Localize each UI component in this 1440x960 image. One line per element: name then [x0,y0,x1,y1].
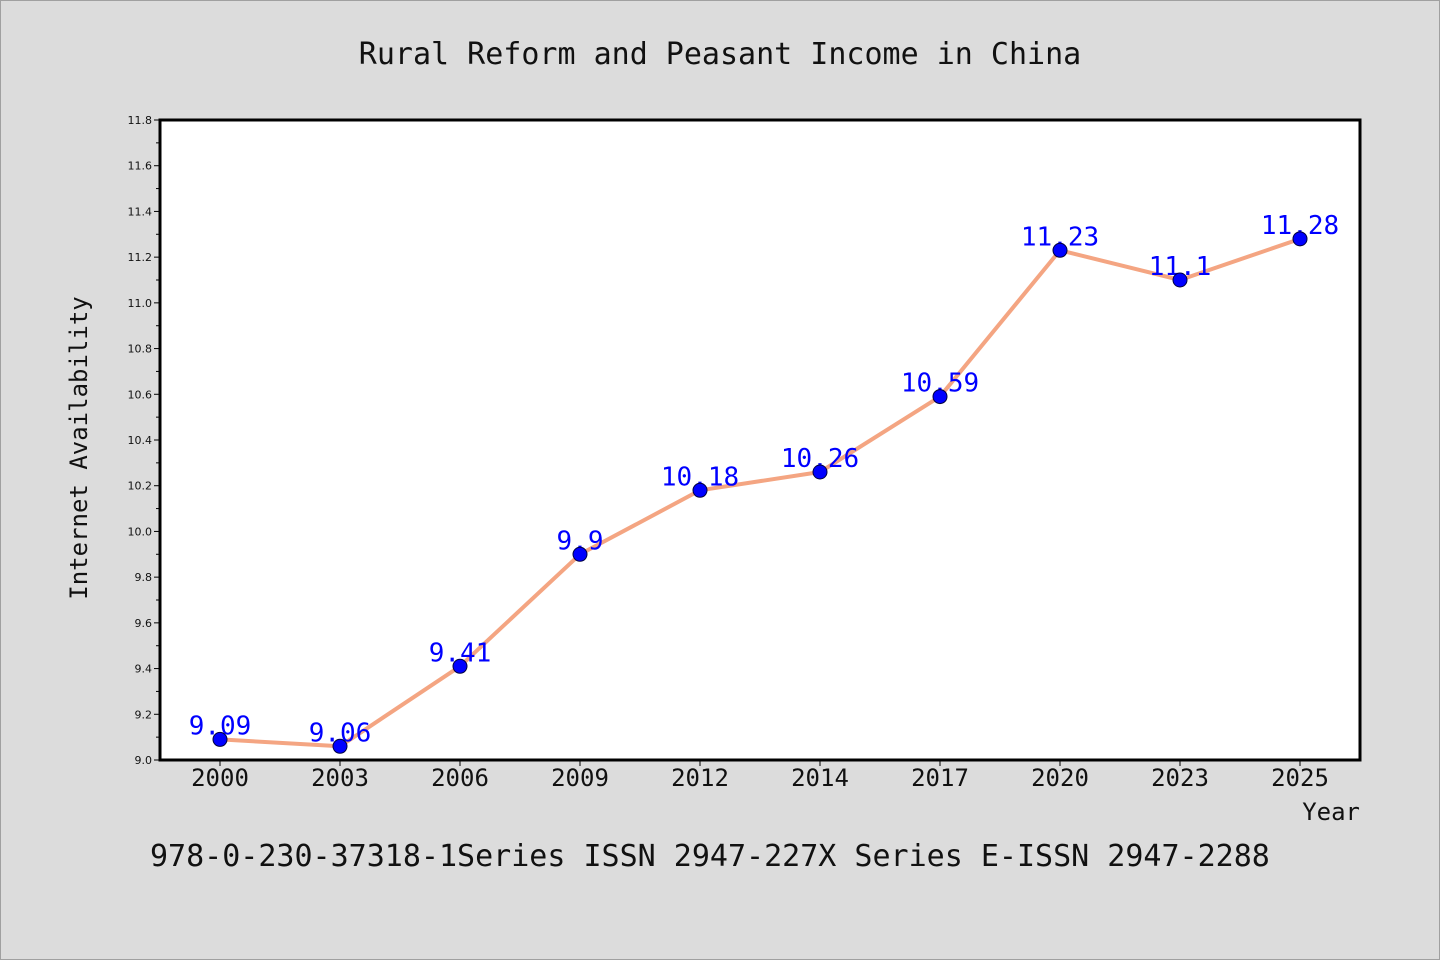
data-point-marker [332,738,348,754]
y-tick-label: 10.6 [128,388,153,401]
data-point-marker [212,731,228,747]
series-line [218,236,1302,749]
footer-isbn-issn: 978-0-230-37318-1Series ISSN 2947-227X S… [150,839,1270,874]
x-axis: 2000 2003 2006 2009 2012 2014 2017 2020 2023 2025 [191,760,1329,792]
y-tick-label: 10.2 [128,480,153,493]
x-tick-label: 2017 [911,764,969,792]
y-tick-label: 9.6 [135,617,153,630]
y-axis: 9.0 9.2 9.4 9.6 9.8 10.0 10.2 10.4 10.6 10.8 11.0 1… [128,114,160,767]
data-point-marker [452,658,468,674]
y-tick-label: 10.0 [128,525,153,538]
series-layer: 9.09 9.069.419.910.1810.2610.5911.2311.11… [189,211,1339,754]
x-tick-label: 2020 [1031,764,1089,792]
y-tick-label: 9.2 [135,708,153,721]
x-tick-label: 2006 [431,764,489,792]
x-tick-label: 2000 [191,764,249,792]
data-point-marker [1292,231,1308,247]
y-tick-label: 11.8 [128,114,153,127]
y-tick-label: 10.8 [128,343,153,356]
x-tick-label: 2012 [671,764,729,792]
x-tick-label: 2023 [1151,764,1209,792]
data-point-marker [932,389,948,405]
y-tick-label: 11.0 [128,297,153,310]
x-tick-label: 2025 [1271,764,1329,792]
data-point-marker [1052,242,1068,258]
y-tick-label: 9.0 [135,754,153,767]
y-axis-label: Internet Availability [65,296,93,599]
x-tick-label: 2003 [311,764,369,792]
chart-title: Rural Reform and Peasant Income in China [359,37,1081,72]
y-tick-label: 11.2 [128,251,153,264]
plot-frame [158,118,1362,762]
data-point-marker [812,464,828,480]
x-axis-label: Year [1302,798,1360,826]
x-tick-label: 2014 [791,764,849,792]
data-point-marker [1172,272,1188,288]
y-tick-label: 11.6 [128,160,153,173]
x-tick-label: 2009 [551,764,609,792]
y-tick-label: 9.4 [135,663,153,676]
plot-area [160,120,1360,760]
y-tick-label: 9.8 [135,571,153,584]
y-tick-label: 10.4 [128,434,153,447]
data-point-marker [572,546,588,562]
y-tick-label: 11.4 [128,205,153,218]
data-point-marker [692,482,708,498]
